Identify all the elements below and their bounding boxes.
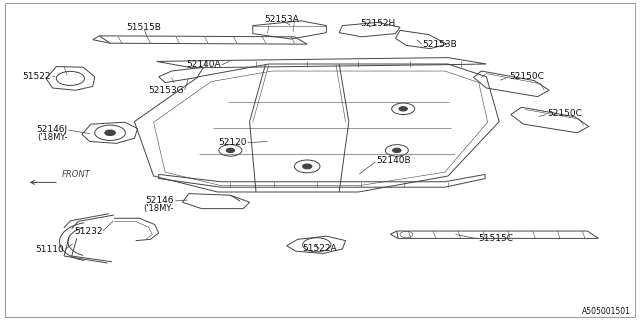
Text: 51522A: 51522A [303, 244, 337, 253]
Text: 52146J: 52146J [36, 125, 67, 134]
Text: A505001501: A505001501 [582, 307, 630, 316]
Text: 52153B: 52153B [422, 40, 457, 49]
Text: 52152H: 52152H [360, 19, 396, 28]
Text: 51232: 51232 [74, 227, 102, 236]
Text: 52150C: 52150C [547, 109, 582, 118]
Text: 51515C: 51515C [479, 234, 514, 243]
Text: 52140B: 52140B [376, 156, 411, 165]
Circle shape [105, 130, 115, 135]
Text: 52146: 52146 [145, 196, 174, 205]
Text: 52150C: 52150C [509, 72, 543, 81]
Text: 52140A: 52140A [186, 60, 221, 69]
Circle shape [227, 148, 234, 152]
Text: 52153G: 52153G [148, 86, 184, 95]
Circle shape [399, 107, 407, 111]
Text: FRONT: FRONT [62, 170, 91, 179]
Text: ('18MY-: ('18MY- [37, 133, 67, 142]
Text: ('18MY-: ('18MY- [144, 204, 174, 213]
Circle shape [303, 164, 312, 169]
Circle shape [393, 148, 401, 152]
Text: 52120: 52120 [218, 138, 246, 147]
Text: 51110: 51110 [35, 245, 64, 254]
Text: 51515B: 51515B [127, 23, 161, 32]
Text: 52153A: 52153A [264, 15, 299, 24]
Text: 51522: 51522 [22, 72, 51, 81]
